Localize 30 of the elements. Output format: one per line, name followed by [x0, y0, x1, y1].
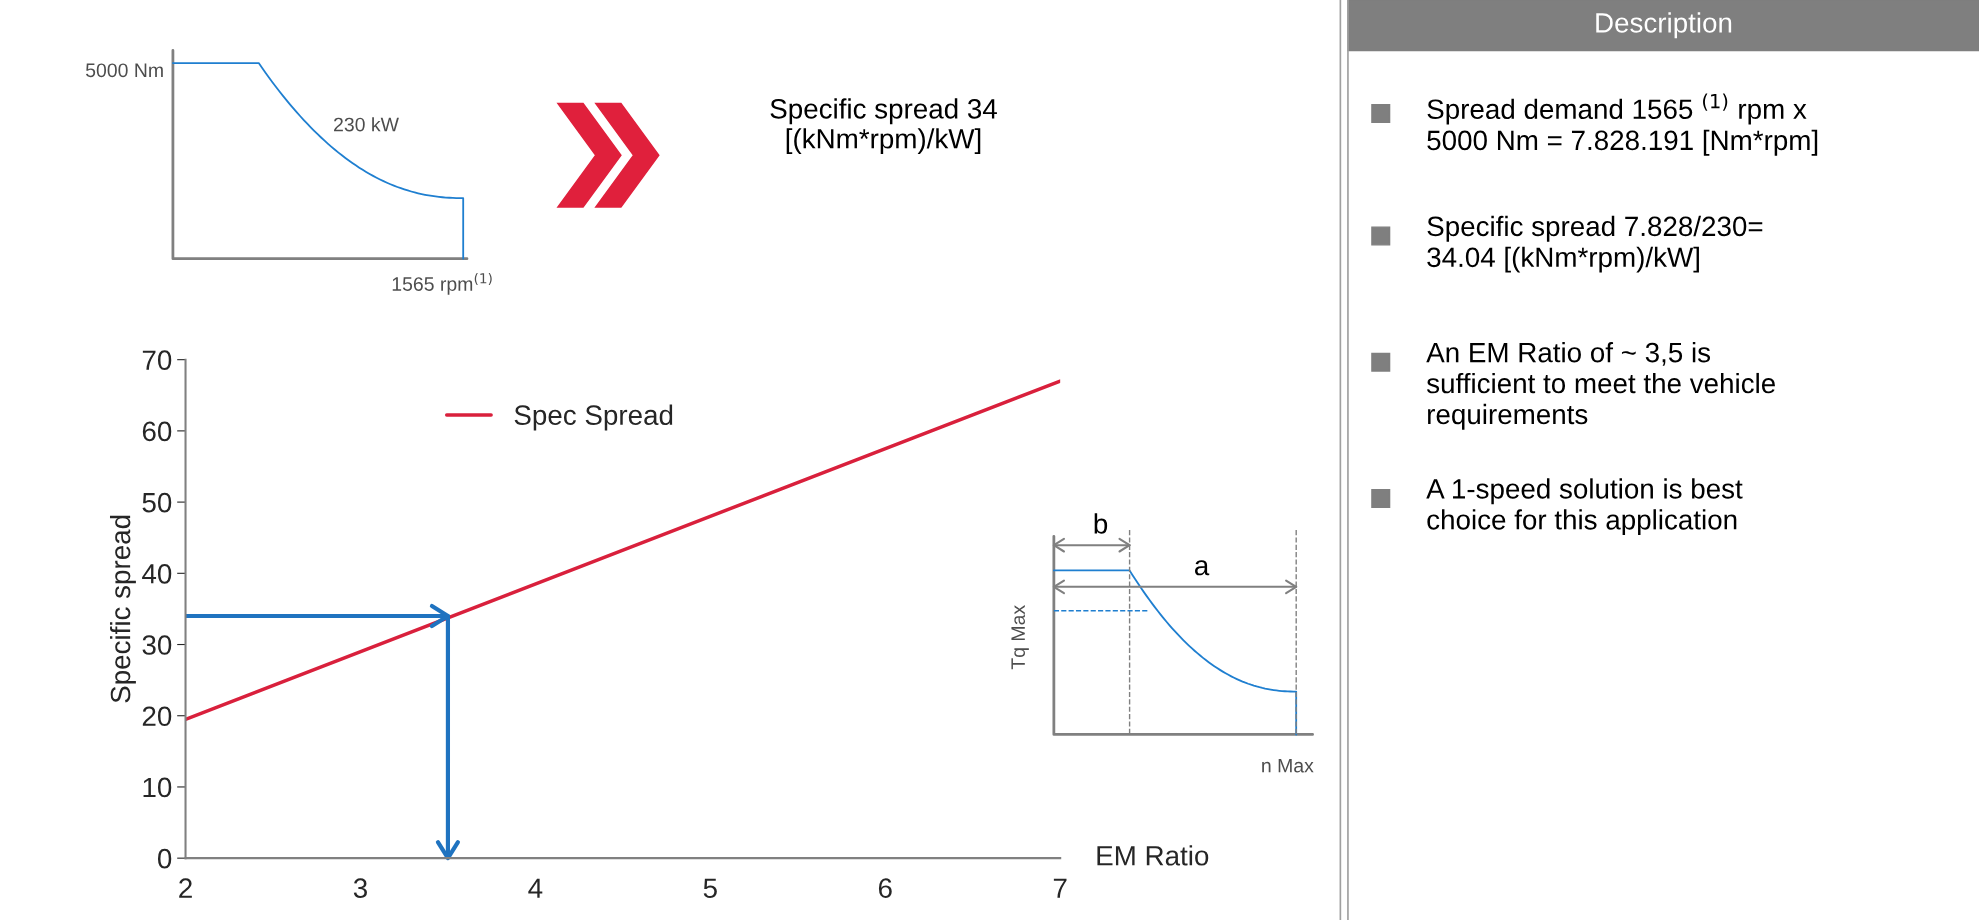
text: b: [1094, 513, 1108, 534]
y-tick-label: 60: [142, 421, 172, 442]
text: 5000 Nm: [85, 63, 163, 78]
text: An EM Ratio of ~ 3,5 is sufficient to meet the vehicle requirements: [1426, 342, 1775, 430]
y-tick-label: 70: [142, 350, 172, 371]
text: Spread demand 1565 $^{(1)}$ rpm x 5000 Nm = 7.828.191 [Nm*rpm]: [1427, 93, 1818, 156]
x-tick-label: 4: [528, 878, 543, 898]
y-tick-label: 10: [143, 777, 172, 798]
text: 230 kW: [334, 117, 399, 132]
x-tick-label: 6: [878, 878, 892, 899]
text: Specific spread 7.828/230= 34.04 [(kNm*rpm)/kW]: [1427, 215, 1763, 273]
text: A 1-speed solution is best choice for this application: [1426, 478, 1743, 536]
y-tick-label: 20: [142, 706, 172, 727]
x-tick-label: 7: [1053, 878, 1067, 898]
y-tick-label: 50: [142, 492, 172, 513]
text: Specific spread 34 [(kNm*rpm)/kW]: [770, 98, 997, 155]
x-tick-label: 3: [353, 878, 367, 899]
text: Description: [1596, 12, 1732, 39]
y-tick-label: 30: [142, 635, 172, 655]
annotation: Tq Max: [1011, 605, 1029, 670]
text: 1565 rpm$^{(1)}$: [392, 272, 492, 295]
x-tick-label: 2: [179, 878, 192, 898]
y-tick-label: 40: [142, 563, 172, 584]
text: n Max: [1262, 758, 1314, 773]
text: a: [1194, 560, 1210, 576]
y-axis-title: Specific spread: [109, 515, 136, 703]
y-tick-label: 0: [157, 848, 172, 869]
legend-label: Spec Spread: [514, 404, 673, 431]
x-tick-label: 5: [703, 878, 717, 899]
x-axis-title: EM Ratio: [1097, 845, 1209, 866]
